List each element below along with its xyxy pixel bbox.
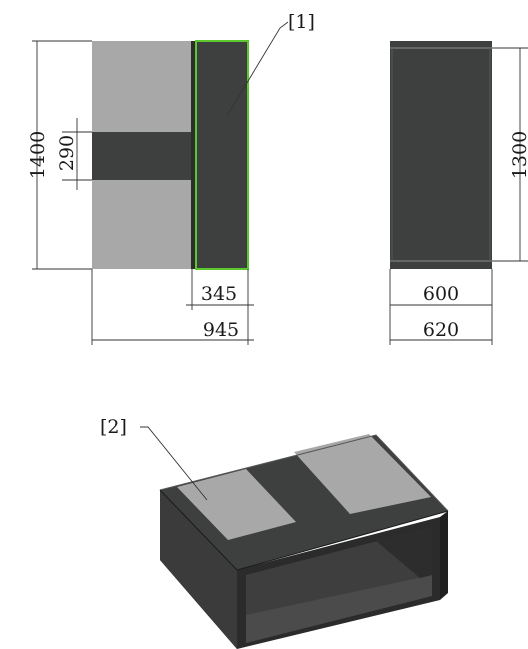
dimension-overall-height: 1400: [27, 131, 49, 179]
top-view-divider: [191, 41, 195, 269]
callout-1-label: [1]: [288, 11, 315, 33]
highlighted-component-1[interactable]: [195, 40, 249, 270]
iso-left-face: [160, 490, 237, 649]
side-view: 1300 600 620: [389, 41, 528, 345]
dimension-inner-width: 600: [423, 283, 459, 305]
top-view: 1400 290 345 945 [1]: [27, 11, 315, 345]
side-view-body: [390, 41, 492, 269]
iso-interior-floor: [246, 575, 432, 643]
iso-right-face: [440, 511, 448, 600]
callout-2-label: [2]: [100, 416, 127, 438]
iso-interior-wall: [375, 527, 432, 578]
iso-light-panel-right: [294, 434, 431, 514]
dimension-right-width: 345: [201, 283, 237, 305]
iso-light-panel-left[interactable]: [177, 469, 296, 540]
top-view-lower-light-panel: [92, 180, 192, 269]
top-view-dark-bar: [92, 132, 194, 180]
top-view-upper-light-panel: [92, 41, 192, 132]
dimension-side-height: 1300: [509, 131, 528, 179]
dimension-bar-height: 290: [56, 135, 78, 171]
dimension-overall-width: 945: [203, 319, 239, 341]
dimension-outer-width: 620: [423, 319, 459, 341]
isometric-view: [2]: [100, 416, 449, 649]
